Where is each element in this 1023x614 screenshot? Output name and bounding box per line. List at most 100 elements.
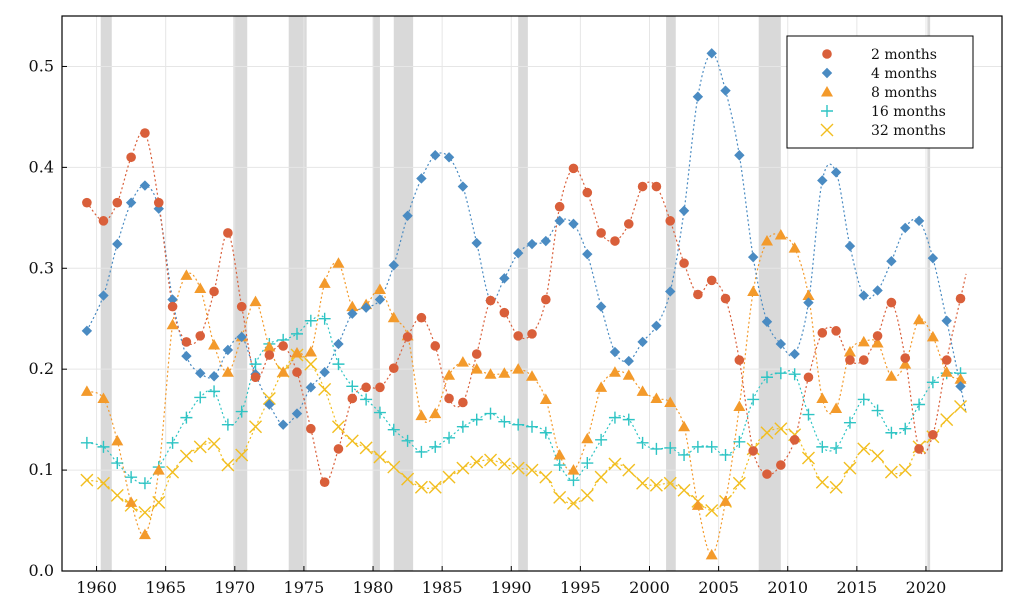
data-point-4-months <box>499 273 510 284</box>
data-point-8-months <box>830 402 843 414</box>
data-point-16-months <box>595 433 608 446</box>
recession-band <box>518 16 528 571</box>
data-point-2-months <box>292 367 302 378</box>
recession-band <box>393 16 414 571</box>
data-point-2-months <box>444 393 454 404</box>
data-point-16-months <box>553 459 566 472</box>
data-point-2-months <box>914 444 924 454</box>
data-point-16-months <box>761 371 773 384</box>
data-point-4-months <box>775 338 787 350</box>
data-point-16-months <box>636 436 649 449</box>
data-point-4-months <box>817 175 828 186</box>
data-point-16-months <box>664 441 677 454</box>
data-point-16-months <box>788 368 801 381</box>
data-point-4-months <box>195 368 206 379</box>
data-point-16-months <box>913 398 926 411</box>
data-point-2-months <box>430 341 441 351</box>
legend-label-2-months: 2 months <box>871 47 937 63</box>
data-point-16-months <box>429 440 442 453</box>
data-point-16-months <box>539 426 552 439</box>
data-point-16-months <box>387 423 400 436</box>
data-point-16-months <box>650 442 663 455</box>
data-point-2-months <box>471 349 482 359</box>
data-point-32-months <box>235 448 249 462</box>
data-point-8-months <box>180 269 193 280</box>
legend-marker-8-months <box>821 86 833 97</box>
data-point-4-months <box>512 247 524 259</box>
data-point-8-months <box>152 464 165 475</box>
data-point-32-months <box>580 488 594 502</box>
data-point-2-months <box>789 435 800 445</box>
x-tick-label: 1960 <box>76 578 117 597</box>
data-point-8-months <box>80 385 93 396</box>
data-point-32-months <box>649 478 663 492</box>
data-point-2-months <box>333 444 344 454</box>
data-point-4-months <box>430 150 441 161</box>
y-tick-label: 0.1 <box>29 460 54 479</box>
data-point-16-months <box>166 436 179 449</box>
data-point-2-months <box>776 460 786 470</box>
data-point-4-months <box>651 320 662 331</box>
data-point-2-months <box>637 181 648 192</box>
data-point-2-months <box>388 363 399 373</box>
data-point-16-months <box>567 474 580 487</box>
data-point-2-months <box>375 382 385 393</box>
data-point-2-months <box>610 236 620 246</box>
data-point-32-months <box>884 465 898 479</box>
data-point-2-months <box>541 294 551 305</box>
data-point-8-months <box>415 409 428 421</box>
data-point-4-months <box>374 294 386 305</box>
data-point-8-months <box>622 369 635 380</box>
data-point-2-months <box>941 355 952 365</box>
data-point-32-months <box>732 476 746 490</box>
data-point-2-months <box>153 197 164 208</box>
data-point-16-months <box>484 407 497 420</box>
data-point-16-months <box>747 393 760 406</box>
data-point-4-months <box>830 167 842 178</box>
data-point-4-months <box>264 399 275 410</box>
data-point-16-months <box>304 314 317 327</box>
data-point-8-months <box>719 495 732 506</box>
data-point-2-months <box>845 355 855 365</box>
data-point-32-months <box>829 480 843 494</box>
data-point-8-months <box>387 311 400 323</box>
data-point-2-months <box>582 187 593 198</box>
data-point-2-months <box>347 393 358 404</box>
data-point-8-months <box>249 295 262 307</box>
data-point-2-months <box>236 301 247 312</box>
data-point-2-months <box>734 355 745 365</box>
data-point-4-months <box>333 338 344 350</box>
data-point-8-months <box>318 277 331 288</box>
data-point-2-months <box>679 258 689 269</box>
data-point-8-months <box>747 285 760 296</box>
data-point-4-months <box>554 215 565 227</box>
data-point-4-months <box>125 197 137 208</box>
data-point-32-months <box>456 461 470 475</box>
data-point-32-months <box>179 449 193 463</box>
data-point-32-months <box>80 473 94 487</box>
data-point-16-months <box>830 441 843 454</box>
data-point-4-months <box>955 381 966 392</box>
data-point-4-months <box>692 91 704 102</box>
data-point-4-months <box>595 301 607 312</box>
data-point-16-months <box>871 404 884 417</box>
data-point-2-months <box>361 382 371 393</box>
data-point-8-months <box>733 400 746 412</box>
data-point-2-months <box>955 293 966 304</box>
data-point-16-months <box>415 445 428 458</box>
data-point-4-months <box>734 150 745 161</box>
data-point-8-months <box>512 363 525 374</box>
data-point-4-months <box>665 286 676 297</box>
data-point-4-months <box>637 336 648 348</box>
data-point-32-months <box>414 480 428 494</box>
data-point-4-months <box>526 238 538 250</box>
data-point-4-months <box>471 237 482 249</box>
data-point-16-months <box>816 440 829 453</box>
data-point-2-months <box>858 355 869 365</box>
series-points-16-months <box>80 312 967 490</box>
series-points-8-months <box>80 228 967 560</box>
data-point-4-months <box>872 285 883 296</box>
series-markers <box>80 48 968 560</box>
data-point-8-months <box>705 548 718 560</box>
data-point-16-months <box>97 440 110 453</box>
